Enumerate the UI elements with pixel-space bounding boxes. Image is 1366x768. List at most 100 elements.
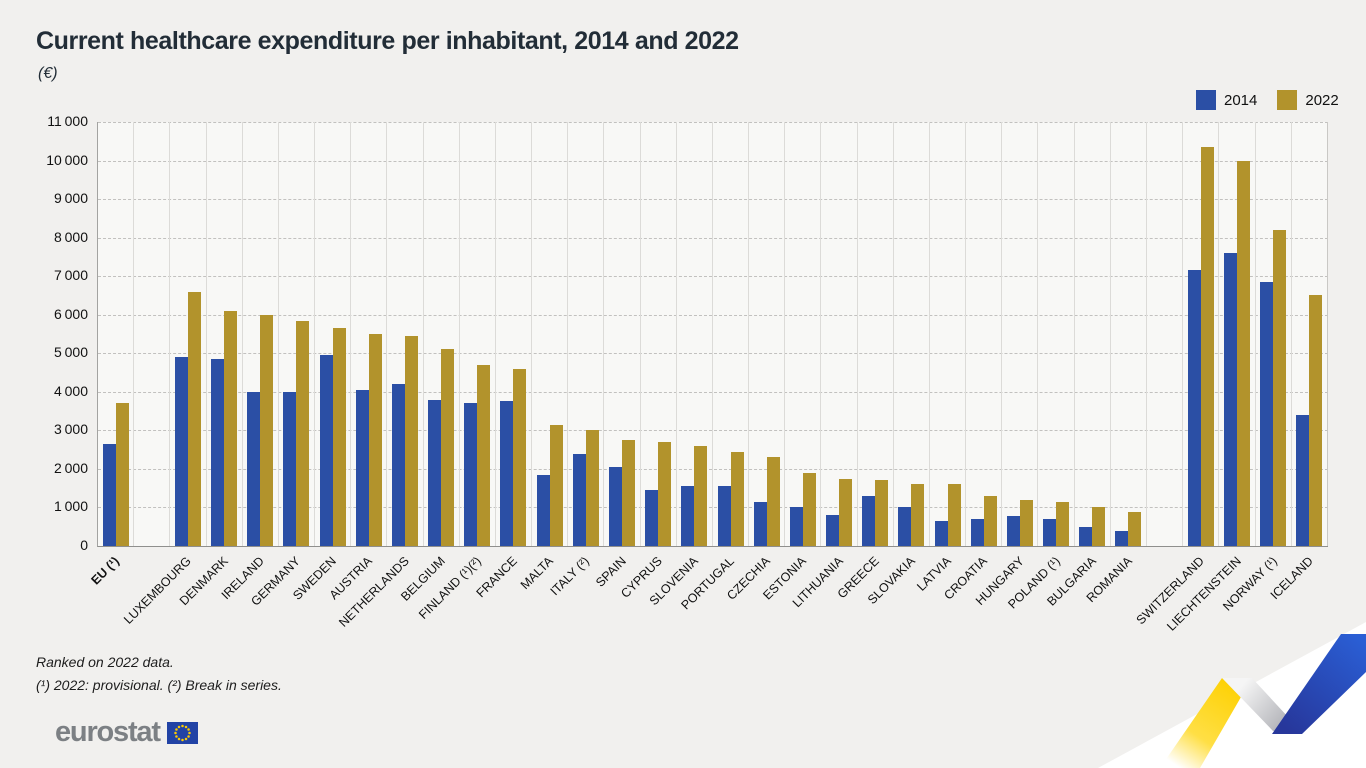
bar-2014 [645, 490, 659, 546]
country-column [241, 122, 278, 546]
columns [98, 122, 1328, 546]
y-axis-tick-label: 7 000 [54, 267, 88, 284]
bar-group [500, 122, 527, 546]
country-column [567, 122, 603, 546]
bar-2022 [477, 364, 491, 546]
country-column [1218, 122, 1254, 546]
y-axis-tick-label: 2 000 [54, 459, 88, 476]
bar-2014 [536, 474, 550, 546]
bar-2014 [1115, 530, 1129, 546]
country-column [277, 122, 314, 546]
y-axis-tick-label: 0 [80, 537, 88, 553]
bar-2022 [694, 445, 708, 546]
spacer-column [133, 122, 169, 546]
bar-2022 [730, 451, 744, 546]
y-axis-tick-label: 3 000 [54, 421, 88, 438]
bar-2014 [1187, 270, 1201, 546]
bar-2022 [947, 484, 961, 546]
bar-2022 [621, 440, 635, 546]
country-column [639, 122, 676, 546]
bar-group [1260, 122, 1287, 546]
bar-2022 [658, 441, 672, 546]
country-column [422, 122, 459, 546]
gridline [98, 314, 1328, 316]
gridline [98, 468, 1328, 470]
bar-2022 [332, 328, 346, 546]
y-axis-tick-label: 11 000 [47, 113, 88, 129]
legend-label: 2022 [1305, 91, 1339, 109]
bar-2022 [441, 349, 455, 546]
y-axis-tick-label: 6 000 [54, 305, 88, 322]
bar-2022 [1128, 512, 1142, 546]
bar-group [355, 122, 382, 546]
corner-gray-fold [1222, 678, 1301, 731]
bar-2014 [1260, 281, 1274, 546]
gridline [98, 430, 1328, 432]
bar-group [826, 122, 853, 546]
bar-group [608, 122, 635, 546]
bar-2014 [391, 384, 405, 546]
bar-2022 [115, 403, 129, 546]
legend-label: 2014 [1224, 91, 1258, 109]
bar-group [681, 122, 708, 546]
country-column [1109, 122, 1146, 546]
bar-group [174, 122, 201, 546]
country-column [675, 122, 712, 546]
eurostat-logo: eurostat [55, 718, 198, 747]
bar-2022 [802, 472, 816, 546]
bar-group [319, 122, 346, 546]
bar-2022 [1056, 501, 1070, 546]
bar-2014 [970, 519, 984, 546]
bar-2014 [283, 391, 297, 546]
country-column [494, 122, 531, 546]
unit-label: (€) [38, 65, 58, 82]
bar-2014 [572, 453, 586, 546]
country-column [892, 122, 929, 546]
bar-2014 [1296, 414, 1310, 546]
bar-2014 [211, 359, 225, 546]
bar-2022 [766, 457, 780, 546]
bar-2022 [368, 334, 382, 546]
bar-group [934, 122, 961, 546]
bar-2014 [898, 507, 912, 546]
bar-group [1223, 122, 1250, 546]
footnote-ranking: Ranked on 2022 data. [36, 654, 174, 670]
corner-blue-ribbon [1272, 634, 1366, 734]
country-column [965, 122, 1001, 546]
bar-2022 [1019, 499, 1033, 546]
footnote-flags: (¹) 2022: provisional. (²) Break in seri… [36, 677, 282, 693]
bar-2022 [1092, 507, 1106, 546]
gridline [98, 237, 1328, 239]
bar-2022 [549, 424, 563, 546]
legend-item-2014: 2014 [1196, 90, 1257, 110]
bar-2022 [187, 291, 201, 546]
country-column [748, 122, 784, 546]
bar-group [1296, 122, 1323, 546]
bar-2014 [428, 399, 442, 546]
bar-group [645, 122, 672, 546]
gridline [98, 391, 1328, 393]
y-axis-tick-label: 9 000 [54, 190, 88, 207]
bar-group [428, 122, 455, 546]
bar-2022 [1200, 147, 1214, 546]
country-column [169, 122, 205, 546]
gridline [98, 160, 1328, 162]
bar-2022 [911, 484, 925, 546]
bar-2014 [1223, 253, 1237, 546]
bar-2014 [102, 443, 116, 546]
country-column [1037, 122, 1073, 546]
bar-group [464, 122, 491, 546]
bar-2022 [983, 495, 997, 546]
corner-yellow-ribbon [1160, 678, 1252, 768]
country-column [1254, 122, 1291, 546]
bar-2014 [826, 515, 840, 546]
bar-group [391, 122, 418, 546]
bar-group [1006, 122, 1033, 546]
country-column [205, 122, 242, 546]
bar-2022 [875, 480, 889, 546]
bar-group [970, 122, 997, 546]
bar-2014 [681, 486, 695, 546]
eu-flag-icon [166, 721, 198, 744]
legend-swatch-2014 [1196, 90, 1216, 110]
